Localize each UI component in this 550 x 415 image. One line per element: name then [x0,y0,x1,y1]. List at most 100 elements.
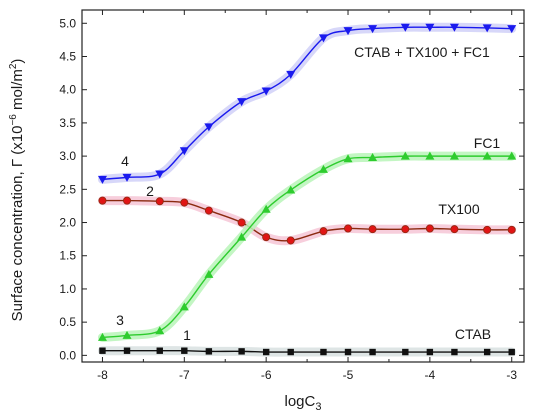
data-point [155,326,165,335]
series-highlight [97,151,517,342]
data-point [238,348,245,355]
data-point [449,23,459,32]
data-point [343,154,353,163]
series-4 [97,22,517,184]
data-point [99,347,106,354]
data-point [286,185,296,194]
x-tick-label: -3 [506,368,517,382]
y-tick-label: 3.5 [59,116,76,130]
data-point [425,151,435,160]
data-point [318,34,328,43]
data-point [97,332,107,341]
data-point [155,197,164,206]
data-point [482,151,492,160]
data-point [483,225,492,234]
data-point [262,233,271,242]
data-point [368,25,378,34]
series-line [102,199,512,242]
y-tick-label: 1.0 [59,282,76,296]
data-point [507,151,517,160]
data-point [237,232,247,241]
series-3 [97,151,517,342]
data-point [344,348,352,356]
series-line [102,26,512,181]
data-point [237,218,246,227]
data-point [204,269,214,278]
data-point [483,348,491,356]
x-axis-title: logC3 [285,393,322,413]
x-axis-title-sub: 3 [315,401,321,413]
y-axis-title-exp2: 2 [8,63,19,69]
data-point [156,347,163,354]
data-point [123,347,131,354]
data-point [122,173,132,182]
data-point [368,152,378,161]
data-point [98,196,107,205]
data-point [261,204,271,213]
series-label-tx100: TX100 [438,201,479,217]
series-number-4: 4 [121,153,129,169]
series-2 [97,196,517,246]
y-axis-title: Surface concentration, Γ (x10−6 mol/m2) [8,59,26,322]
y-axis-title-unit: mol/m [9,69,26,114]
data-point [426,348,434,356]
data-point [181,347,188,354]
data-point [482,24,492,33]
series-label-ctab: CTAB [455,326,491,342]
series-label-fc1: FC1 [474,135,501,151]
data-point [451,348,458,356]
y-tick-label: 0.5 [59,315,76,329]
data-point [343,27,353,36]
data-point [180,198,189,207]
data-point [425,224,434,233]
data-point [507,225,516,234]
series-line [102,155,512,339]
y-tick-label: 1.5 [59,249,76,263]
data-point [400,151,410,160]
y-axis-title-main: Surface concentration, Γ (x10 [9,126,26,322]
axes-layer: -8 -7 -6 -5 -4 -3 0.0 0.5 1.0 1.5 2.0 2.5 3.0 3.5 4.0 4… [59,9,525,382]
data-point [205,348,213,355]
series-label-mixture: CTAB + TX100 + FC1 [354,44,490,60]
series-number-1: 1 [183,327,191,343]
y-tick-label: 5.0 [59,16,76,30]
y-tick-label: 4.5 [59,49,76,63]
data-point [401,225,410,234]
data-point [450,225,459,234]
data-point [97,175,107,184]
data-point [402,348,409,356]
series-line [102,349,512,353]
y-axis-title-exp: −6 [8,114,19,126]
data-point [344,224,353,233]
data-point [400,23,410,32]
data-point [122,330,132,339]
data-point [237,98,247,107]
x-tick-label: -5 [343,368,354,382]
data-point [318,164,328,173]
x-tick-label: -8 [97,368,108,382]
plot-frame [81,9,525,363]
data-point [179,147,189,156]
y-tick-label: 2.0 [59,216,76,230]
data-point [319,227,328,236]
data-point [368,225,377,234]
x-tick-label: -7 [179,368,190,382]
data-point [286,70,296,79]
x-tick-label: -6 [261,368,272,382]
x-tick-label: -4 [425,368,436,382]
data-point [123,196,132,205]
series-layer [97,22,517,357]
data-point [425,23,435,32]
data-point [204,123,214,132]
y-tick-label: 3.0 [59,149,76,163]
data-point [179,302,189,311]
data-point [508,348,515,356]
series-number-3: 3 [116,312,124,328]
x-axis-title-main: logC [285,393,316,410]
data-point [204,206,213,215]
data-point [286,236,295,245]
y-axis-title-close: ) [9,59,26,64]
series-1 [97,346,517,357]
data-point [287,348,294,356]
